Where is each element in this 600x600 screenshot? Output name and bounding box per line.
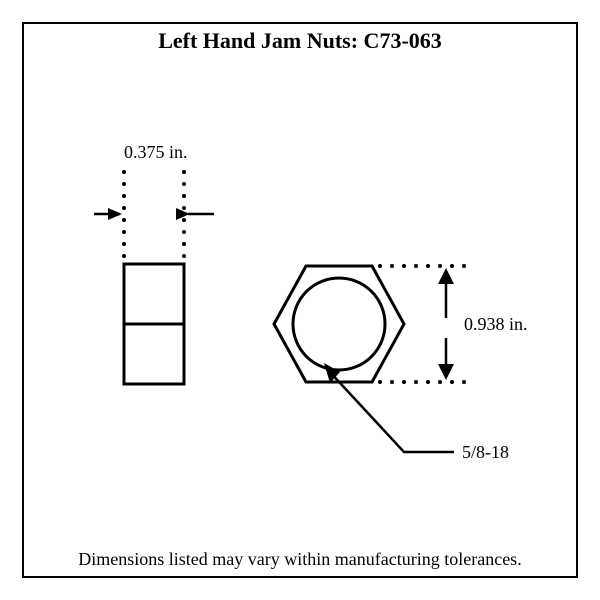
thread-leader — [324, 363, 454, 452]
width-dimension-arrows — [438, 268, 454, 380]
diagram-svg — [24, 24, 580, 580]
diagram-frame: Left Hand Jam Nuts: C73-063 — [22, 22, 578, 578]
flat-width-label: 0.938 in. — [464, 314, 528, 335]
diagram-footer: Dimensions listed may vary within manufa… — [24, 549, 576, 570]
front-view — [274, 266, 404, 382]
thickness-label: 0.375 in. — [124, 142, 188, 163]
bore-circle — [293, 278, 385, 370]
thickness-extension-dots — [122, 170, 186, 258]
thread-label: 5/8-18 — [462, 442, 509, 463]
side-view — [124, 264, 184, 384]
